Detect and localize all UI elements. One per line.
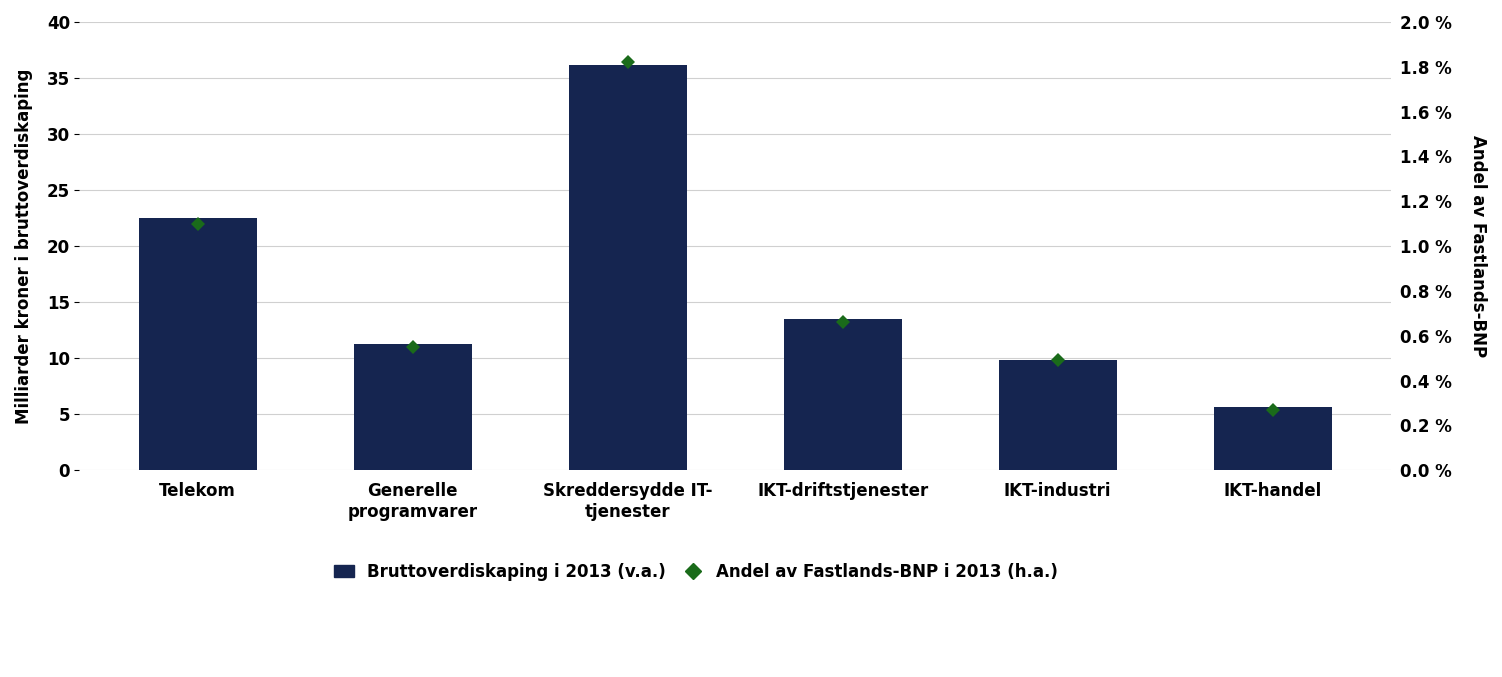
Bar <box>784 319 901 471</box>
Legend: Bruttoverdiskaping i 2013 (v.a.), Andel av Fastlands-BNP i 2013 (h.a.): Bruttoverdiskaping i 2013 (v.a.), Andel … <box>327 556 1065 588</box>
Y-axis label: Andel av Fastlands-BNP: Andel av Fastlands-BNP <box>1469 135 1487 357</box>
Bar <box>138 218 257 471</box>
Bar <box>353 344 472 471</box>
Bar <box>1214 408 1332 471</box>
Y-axis label: Milliarder kroner i bruttoverdiskaping: Milliarder kroner i bruttoverdiskaping <box>15 68 33 424</box>
Bar <box>569 64 686 471</box>
Bar <box>999 360 1117 471</box>
